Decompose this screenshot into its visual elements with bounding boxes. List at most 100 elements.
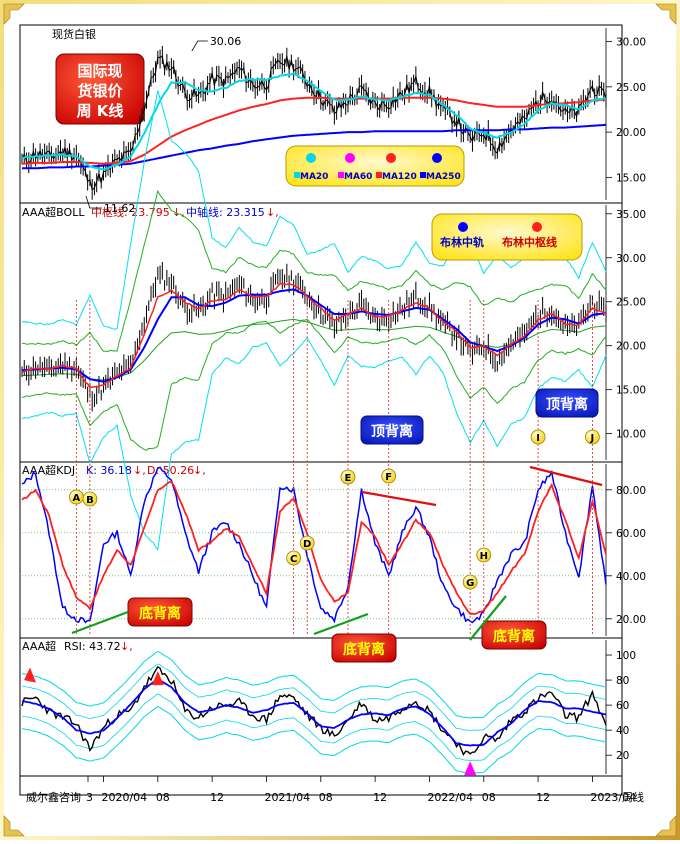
svg-text:底背离: 底背离 bbox=[139, 605, 181, 622]
rsi-header-name: AAA超 bbox=[22, 639, 56, 653]
top-divergence-tag-1: 顶背离 bbox=[360, 415, 424, 445]
bottom-divergence-tag-1: 底背离 bbox=[127, 597, 193, 627]
ma-legend: MA20 MA60 MA120 MA250 bbox=[285, 145, 465, 187]
top-divergence-tag-2: 顶背离 bbox=[535, 388, 599, 418]
label-box: 国际现 货银价 周 K线 bbox=[55, 53, 145, 125]
boll-legend: 布林中轨 布林中枢线 bbox=[431, 213, 583, 261]
marker-label-A: A bbox=[72, 493, 80, 504]
x-tick-label: 2021/04 bbox=[264, 791, 310, 804]
boll-upper-inner bbox=[22, 189, 607, 353]
kdj-y-tick-label: 80.00 bbox=[616, 485, 646, 497]
high-price-label: 30.06 bbox=[210, 35, 242, 48]
rsi-upper-inner-band bbox=[21, 663, 607, 731]
rsi-header-arrow: ↓, bbox=[120, 640, 133, 653]
high-price-pointer bbox=[191, 40, 208, 52]
boll-upper-outer bbox=[21, 90, 607, 330]
boll-header-axis: 中轴线: 23.315 bbox=[186, 205, 265, 219]
marker-label-B: B bbox=[86, 495, 94, 506]
x-tick-label: 2022/04 bbox=[427, 791, 473, 804]
kdj-d-line bbox=[21, 480, 607, 616]
boll-lower-inner bbox=[21, 318, 607, 451]
ma250-legend-label: MA250 bbox=[426, 172, 461, 182]
watermark: 威尔鑫咨询 bbox=[26, 790, 81, 804]
marker-label-H: H bbox=[480, 551, 488, 562]
boll-header-mid: 中枢线: 23.795 bbox=[91, 205, 170, 219]
marker-coin-I bbox=[530, 429, 546, 445]
series-layer bbox=[21, 45, 607, 774]
marker-label-G: G bbox=[466, 578, 474, 589]
x-tick-label: 12 bbox=[373, 791, 387, 804]
label-line-3: 周 K线 bbox=[77, 102, 124, 120]
boll-axis-legend-dot bbox=[532, 222, 542, 232]
boll-header-axis-arrow: ↓, bbox=[266, 206, 279, 219]
marker-coin-C bbox=[286, 550, 302, 566]
boll-y-tick-label: 20.00 bbox=[616, 341, 646, 353]
marker-coin-F bbox=[381, 468, 397, 484]
rsi-header-value: RSI: 43.72 bbox=[64, 640, 121, 653]
rsi-y-tick-label: 20 bbox=[616, 750, 629, 762]
rsi-overbought-start-mark bbox=[24, 667, 36, 683]
boll-header-name: AAA超BOLL bbox=[22, 205, 85, 219]
kdj-header-k-arrow: ↓, bbox=[133, 464, 146, 477]
boll-mid-legend-label: 布林中轨 bbox=[440, 235, 484, 249]
divergence-lines bbox=[71, 465, 603, 641]
price-y-tick-label: 20.00 bbox=[616, 127, 646, 139]
boll-y-tick-label: 25.00 bbox=[616, 297, 646, 309]
rsi-lower-band bbox=[21, 705, 607, 774]
tick-layer: 30.00 25.00 20.00 15.00 35.00 30.00 25.00 20.00… bbox=[605, 28, 646, 774]
ma20-legend-label: MA20 bbox=[300, 172, 328, 182]
x-axis-unit-label: 周线 bbox=[622, 790, 644, 804]
ma250-legend-dot bbox=[432, 153, 442, 163]
x-tick-label: 08 bbox=[319, 791, 333, 804]
ma120-legend-dot bbox=[386, 153, 396, 163]
marker-layer: A B CD E F G H I J bbox=[24, 300, 600, 776]
kdj-header-d-arrow: ↓, bbox=[193, 464, 206, 477]
low-price-pointer bbox=[85, 195, 102, 209]
boll-axis-legend-label: 布林中枢线 bbox=[502, 235, 557, 249]
x-tick-label: 08 bbox=[482, 791, 496, 804]
svg-text:顶背离: 顶背离 bbox=[371, 423, 413, 440]
kdj-y-tick-label: 40.00 bbox=[616, 571, 646, 583]
svg-text:顶背离: 顶背离 bbox=[546, 396, 588, 413]
price-y-tick-label: 30.00 bbox=[616, 37, 646, 49]
x-tick-label: 2023/04 bbox=[590, 791, 636, 804]
x-axis: 3 2020/04 08 12 2021/04 08 12 2022/04 08 12 2023/0… bbox=[86, 776, 636, 804]
rsi-y-tick-label: 40 bbox=[616, 725, 629, 737]
x-tick-label: 3 bbox=[86, 791, 93, 804]
frame-ornament-icon bbox=[3, 3, 677, 837]
rsi-lower-inner-band bbox=[21, 693, 607, 762]
marker-label-D: D bbox=[303, 539, 311, 550]
rsi-line bbox=[21, 665, 607, 756]
ma20-legend-dot bbox=[306, 153, 316, 163]
marker-label-E: E bbox=[345, 473, 352, 484]
rsi-y-tick-label: 100 bbox=[616, 650, 636, 662]
marker-coin-B bbox=[82, 491, 98, 507]
marker-label-F: F bbox=[385, 472, 392, 483]
boll-mid-legend-dot bbox=[458, 222, 468, 232]
kdj-header-k: K: 36.18 bbox=[86, 464, 132, 477]
marker-coin-G bbox=[462, 574, 478, 590]
boll-y-tick-label: 15.00 bbox=[616, 385, 646, 397]
x-tick-label: 08 bbox=[156, 791, 170, 804]
x-tick-label: 2020/04 bbox=[101, 791, 147, 804]
kdj-y-tick-label: 60.00 bbox=[616, 528, 646, 540]
ma120-legend-label: MA120 bbox=[382, 172, 417, 182]
boll-lower-outer bbox=[21, 336, 607, 551]
low-price-label: 11.62 bbox=[104, 202, 136, 215]
rsi-smooth-line bbox=[21, 677, 607, 747]
marker-label-C: C bbox=[290, 554, 297, 565]
boll-y-tick-label: 30.00 bbox=[616, 253, 646, 265]
boll-axis-line bbox=[22, 282, 607, 389]
svg-text:底背离: 底背离 bbox=[343, 641, 385, 658]
marker-label-I: I bbox=[536, 433, 540, 444]
marker-coin-J bbox=[585, 429, 600, 445]
ma20-line bbox=[22, 72, 607, 171]
kdj-k-line bbox=[21, 466, 607, 624]
rsi-oversold-mark bbox=[464, 761, 477, 776]
rsi-upper-band bbox=[21, 650, 607, 719]
chart-title: 现货白银 bbox=[52, 27, 96, 41]
rsi-overbought-mark bbox=[151, 671, 164, 686]
